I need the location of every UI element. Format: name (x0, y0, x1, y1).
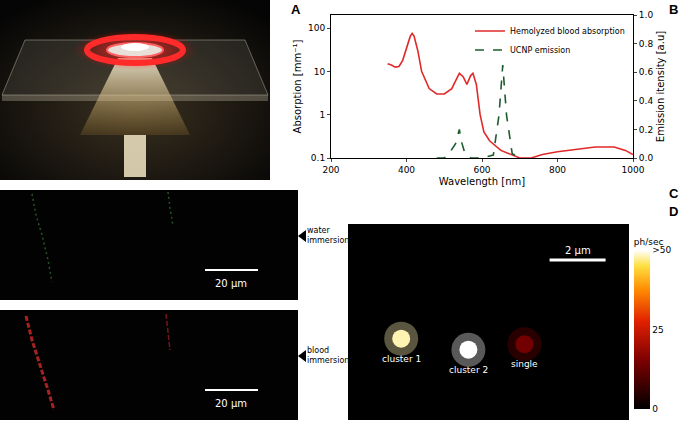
svg-text:20 µm: 20 µm (215, 398, 247, 409)
svg-text:>50: >50 (652, 245, 671, 255)
svg-text:0.0: 0.0 (639, 153, 654, 163)
svg-text:600: 600 (473, 165, 490, 175)
svg-text:25: 25 (652, 325, 663, 335)
html-text:C: C (669, 186, 679, 201)
svg-text:Hemolyzed blood absorption: Hemolyzed blood absorption (510, 27, 625, 36)
svg-text:Absorption [mm⁻¹]: Absorption [mm⁻¹] (292, 39, 303, 133)
html-text:A: A (291, 2, 301, 17)
svg-text:2 µm: 2 µm (565, 245, 591, 256)
svg-text:0.6: 0.6 (639, 67, 654, 77)
svg-text:400: 400 (398, 165, 415, 175)
svg-text:100: 100 (308, 23, 325, 33)
svg-text:0.4: 0.4 (639, 96, 654, 106)
html-text:blood immersion: blood immersion (307, 346, 350, 365)
svg-text:1000: 1000 (622, 165, 645, 175)
svg-text:1.0: 1.0 (639, 10, 654, 20)
svg-text:single: single (511, 359, 538, 369)
html-text:water immersion: water immersion (307, 226, 350, 245)
html-text:B: B (669, 2, 679, 17)
svg-text:cluster 2: cluster 2 (449, 365, 488, 375)
svg-text:200: 200 (322, 165, 339, 175)
svg-text:1: 1 (319, 110, 325, 120)
svg-text:0: 0 (652, 404, 658, 414)
svg-text:20 µm: 20 µm (215, 278, 247, 289)
svg-text:0.8: 0.8 (639, 39, 654, 49)
svg-text:10: 10 (314, 67, 326, 77)
svg-text:0.2: 0.2 (639, 125, 653, 135)
html-text:D: D (669, 204, 679, 219)
svg-text:0.1: 0.1 (311, 153, 325, 163)
svg-text:UCNP emission: UCNP emission (510, 46, 570, 55)
svg-text:Wavelength [nm]: Wavelength [nm] (439, 176, 525, 187)
svg-text:cluster 1: cluster 1 (382, 354, 421, 364)
svg-text:800: 800 (549, 165, 566, 175)
svg-text:ph/sec: ph/sec (634, 237, 664, 247)
svg-text:Emission itensity [a.u]: Emission itensity [a.u] (655, 31, 666, 142)
